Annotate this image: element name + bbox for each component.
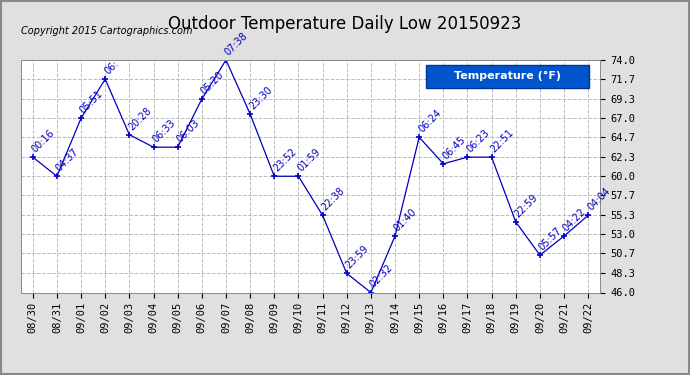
Text: 20:28: 20:28 [126,105,153,132]
Text: 23:30: 23:30 [247,84,274,111]
Text: 05:20: 05:20 [199,69,226,96]
Text: 06:45: 06:45 [440,134,467,161]
Text: 22:38: 22:38 [319,186,346,213]
Text: 01:59: 01:59 [295,147,322,174]
Text: Temperature (°F): Temperature (°F) [454,71,561,81]
Text: 23:52: 23:52 [271,147,298,174]
Text: Outdoor Temperature Daily Low 20150923: Outdoor Temperature Daily Low 20150923 [168,15,522,33]
Text: 06:24: 06:24 [416,108,443,135]
Text: 22:59: 22:59 [513,192,540,219]
Text: 00:16: 00:16 [30,128,57,154]
Text: 07:38: 07:38 [223,30,250,57]
Text: 23:59: 23:59 [344,244,371,271]
Text: 04:04: 04:04 [585,186,612,213]
Text: 04:37: 04:37 [54,147,81,174]
Text: 04:22: 04:22 [561,206,588,233]
Text: 06:: 06: [102,58,120,76]
Text: Copyright 2015 Cartographics.com: Copyright 2015 Cartographics.com [21,26,193,36]
Text: 22:51: 22:51 [489,128,515,154]
Text: 06:23: 06:23 [464,128,491,154]
FancyBboxPatch shape [426,64,589,88]
Text: 01:40: 01:40 [392,207,419,233]
Text: 05:51: 05:51 [78,88,105,116]
Text: 06:03: 06:03 [175,118,201,144]
Text: 05:57: 05:57 [537,225,564,252]
Text: 06:33: 06:33 [150,118,177,144]
Text: 02:32: 02:32 [368,263,395,290]
